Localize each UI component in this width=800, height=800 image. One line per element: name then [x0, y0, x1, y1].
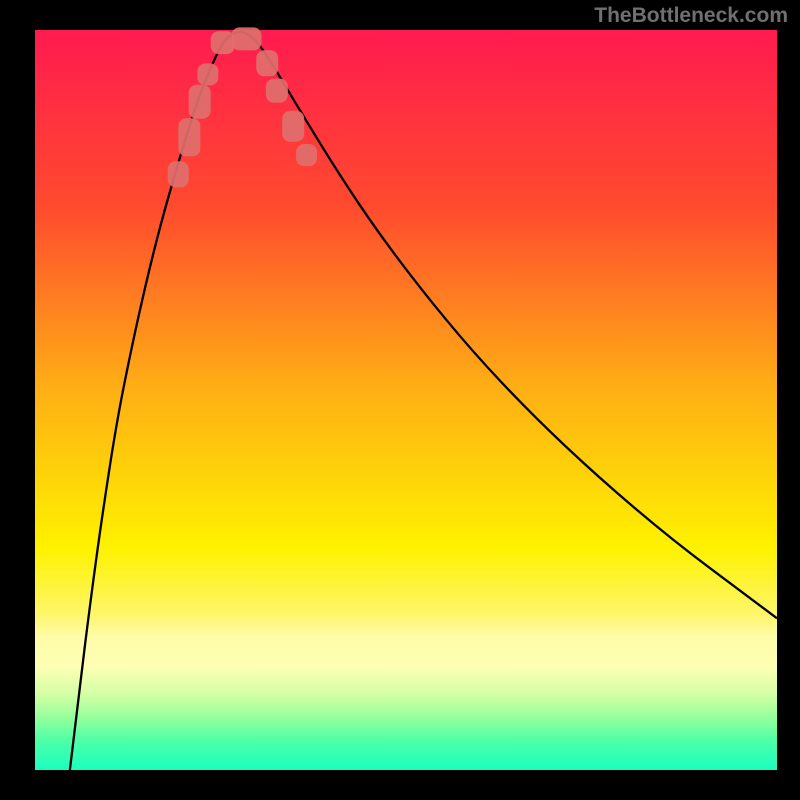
bottleneck-curve	[70, 32, 777, 770]
marker-group	[168, 27, 317, 187]
curve-marker	[211, 31, 235, 54]
curve-marker	[197, 63, 218, 85]
curve-marker	[256, 50, 278, 76]
curve-marker	[282, 111, 304, 142]
curve-marker	[168, 161, 189, 187]
curve-marker	[189, 85, 211, 119]
curve-marker	[231, 27, 261, 50]
curve-marker	[178, 118, 200, 156]
watermark-text: TheBottleneck.com	[594, 4, 788, 28]
curve-marker	[266, 79, 288, 103]
chart-overlay	[0, 0, 800, 800]
curve-marker	[296, 144, 317, 166]
